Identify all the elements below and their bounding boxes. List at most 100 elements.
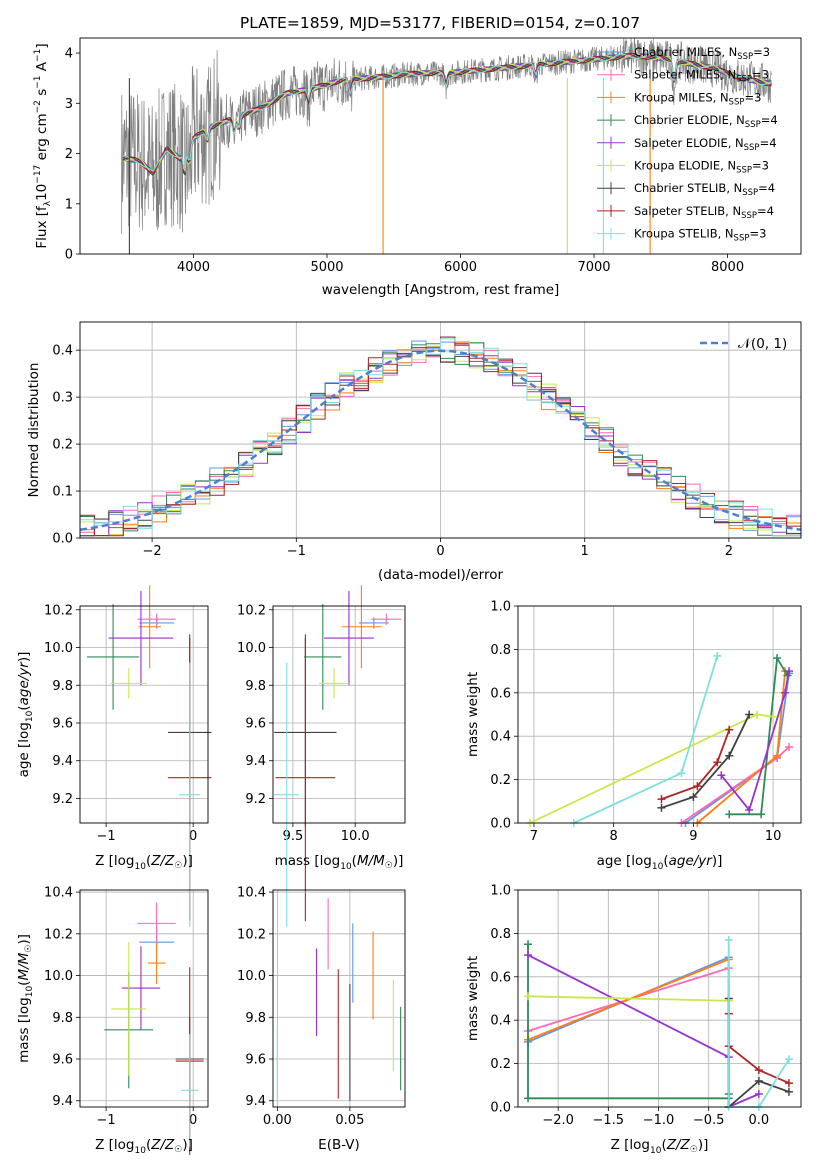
y-tick-label: 2 [65,147,73,162]
mass-vs-Z-x-axis-label: Z [log10(Z/Z☉)] [95,1137,193,1156]
age-vs-Z-x-axis-label: Z [log10(Z/Z☉)] [95,853,193,872]
spectrum-legend: Chabrier MILES, NSSP=3 Salpeter MILES, NS… [597,45,778,244]
histogram-line [80,338,801,537]
x-tick-label: 10.0 [341,829,370,844]
x-tick-label: 8 [610,829,618,844]
legend-label: Chabrier MILES, NSSP=3 [634,45,770,62]
x-tick-label: 10 [765,829,782,844]
legend-label: 𝒩(0, 1) [738,336,787,352]
y-tick-label: 10.4 [237,886,266,901]
x-tick-label: 0.05 [335,1113,364,1128]
axes-frame [517,605,802,824]
weight-series-line [529,713,774,824]
y-tick-label: 10.0 [44,641,73,656]
legend-label: Kroupa ELODIE, NSSP=3 [634,159,769,176]
x-tick-label: 0 [436,544,444,559]
normal-curve-line [80,349,801,532]
y-tick-label: 9.8 [245,1011,266,1026]
legend-label: Chabrier STELIB, NSSP=4 [634,181,775,198]
axes-frame [79,605,209,824]
x-tick-label: 0.00 [263,1113,292,1128]
x-tick-label: −1 [287,544,306,559]
x-tick-label: 5000 [310,260,343,275]
y-tick-label: 0.6 [490,686,511,701]
legend-label: Salpeter MILES, NSSP=3 [634,68,769,85]
y-tick-label: 0.8 [490,927,511,942]
x-tick-label: −1.0 [643,1113,675,1128]
age-vs-mass-axes: 9.5 10.0 9.2 9.4 9.6 9.8 10.0 10.2 [237,603,405,844]
age-vs-Z-points [86,585,212,927]
y-tick-label: 10.2 [237,927,266,942]
y-tick-label: 0 [65,248,73,263]
y-tick-label: 10.0 [237,969,266,984]
spectrum-plot [121,38,772,254]
y-tick-label: 9.8 [52,679,73,694]
y-tick-label: 9.2 [245,792,266,807]
x-tick-label: 0 [189,1113,197,1128]
weight-series-line [720,670,790,812]
y-tick-label: 10.2 [237,603,266,618]
legend-label: Kroupa STELIB, NSSP=3 [634,227,766,244]
mass-vs-Z-y-axis-label: mass [log10(M/M☉)] [16,934,35,1063]
y-tick-label: 10.4 [44,886,73,901]
mass-vs-EBV-points [276,898,402,1101]
x-tick-label: −2.0 [542,1113,574,1128]
x-tick-label: 4000 [177,260,210,275]
legend-label: Chabrier ELODIE, NSSP=4 [634,113,778,130]
axes-frame [272,889,406,1108]
y-tick-label: 9.6 [245,716,266,731]
y-tick-label: 0.4 [52,344,73,359]
x-tick-label: −2 [143,544,162,559]
y-tick-label: 1 [65,197,73,212]
y-tick-label: 1.0 [490,600,511,615]
weight-vs-age-series [525,651,794,827]
y-tick-label: 0.4 [490,1014,511,1029]
y-tick-label: 10.2 [44,603,73,618]
spectrum-axes: 4000 5000 6000 7000 8000 0 1 2 3 4 [65,47,744,275]
age-vs-Z-y-axis-label: age [log10(age/yr)] [16,652,35,778]
y-tick-label: 10.0 [44,969,73,984]
legend-label: Kroupa MILES, NSSP=3 [634,90,761,107]
age-vs-mass-points [274,585,402,927]
x-tick-label: −1.5 [593,1113,625,1128]
weight-vs-Z-x-axis-label: Z [log10(Z/Z☉)] [611,1137,709,1156]
y-tick-label: 9.2 [52,792,73,807]
y-tick-label: 9.4 [245,1094,266,1109]
x-tick-label: 0 [189,829,197,844]
x-tick-label: 1 [581,544,589,559]
y-tick-label: 9.8 [52,1011,73,1026]
y-tick-label: 1.0 [490,884,511,899]
spectrum-x-axis-label: wavelength [Angstrom, rest frame] [322,282,560,298]
data-spectrum-line [121,38,772,234]
y-tick-label: 9.8 [245,679,266,694]
figure-title: PLATE=1859, MJD=53177, FIBERID=0154, z=0… [240,14,640,32]
residuals-axes: −2 −1 0 1 2 0.0 0.1 0.2 0.3 0.4 [52,322,801,559]
mass-vs-EBV-axes: 0.00 0.05 9.4 9.6 9.8 10.0 10.2 10.4 [237,886,405,1128]
x-tick-label: −1 [97,1113,116,1128]
mass-vs-EBV-x-axis-label: E(B-V) [318,1137,360,1153]
y-tick-label: 0.0 [52,532,73,547]
x-tick-label: −1 [97,829,116,844]
y-tick-label: 0.4 [490,730,511,745]
spectrum-y-axis-label: Flux [fλ10−17 erg cm−2 s−1 A−1] [33,43,53,248]
age-vs-mass-x-axis-label: mass [log10(M/M☉)] [275,853,404,872]
weight-vs-age-y-axis-label: mass weight [465,672,481,757]
y-tick-label: 0.2 [490,773,511,788]
legend-label: Salpeter STELIB, NSSP=4 [634,204,774,221]
residuals-y-axis-label: Normed distribution [26,363,42,498]
y-tick-label: 0.0 [490,817,511,832]
model-spectrum-line [122,53,772,173]
weight-series-line [573,655,719,824]
y-tick-label: 0.0 [490,1101,511,1116]
y-tick-label: 0.8 [490,643,511,658]
x-tick-label: 9 [689,829,697,844]
mass-vs-Z-points [104,902,204,1155]
y-tick-label: 9.6 [52,1053,73,1068]
x-tick-label: 9.5 [283,829,304,844]
y-tick-label: 3 [65,97,73,112]
weight-series-line [527,954,760,1109]
residual-plot [80,336,801,537]
y-tick-label: 4 [65,47,73,62]
weight-vs-age-x-axis-label: age [log10(age/yr)] [597,853,723,872]
